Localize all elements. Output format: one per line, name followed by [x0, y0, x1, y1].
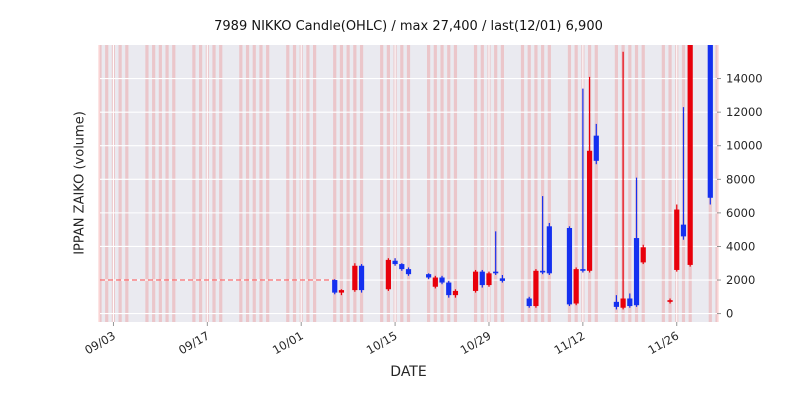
candle — [358, 264, 365, 293]
candle — [479, 269, 485, 288]
candle — [687, 45, 693, 267]
x-axis-label: DATE — [390, 364, 427, 380]
candle — [385, 258, 391, 291]
x-tick-label: 10/15 — [364, 328, 400, 357]
candle — [338, 289, 345, 296]
candle — [620, 51, 626, 310]
y-tick-labels: 0 2000 4000 6000 8000 10000 12000 14000 — [726, 72, 763, 321]
y-tick-label: 10000 — [726, 139, 763, 153]
y-tick-label: 6000 — [726, 206, 755, 220]
candle — [486, 271, 492, 287]
candle — [707, 45, 713, 205]
y-tick-label: 2000 — [726, 273, 755, 287]
candle — [432, 275, 438, 289]
x-tick-label: 09/17 — [176, 328, 212, 357]
candle — [399, 263, 405, 271]
x-tick-label: 11/26 — [646, 328, 682, 357]
candle — [452, 289, 459, 298]
x-tick-labels: 09/03 09/17 10/01 10/15 10/29 11/12 11/26 — [82, 328, 681, 357]
candle — [446, 280, 452, 298]
candle — [533, 269, 539, 308]
candle — [439, 275, 445, 285]
candle — [392, 258, 398, 266]
x-tick-label: 10/01 — [270, 328, 306, 357]
candle — [493, 231, 499, 275]
y-tick-label: 4000 — [726, 239, 755, 253]
candle — [640, 244, 646, 265]
candle — [526, 296, 532, 308]
candle — [586, 76, 593, 273]
candle — [352, 263, 358, 292]
day-bands — [98, 45, 719, 322]
candle — [405, 267, 412, 276]
candle — [566, 226, 573, 307]
x-tick-label: 11/12 — [552, 328, 588, 357]
candle — [667, 298, 673, 304]
candle — [633, 177, 640, 307]
candle — [540, 196, 546, 275]
candle — [499, 274, 505, 283]
candle — [573, 267, 579, 306]
gridlines — [100, 45, 717, 322]
candles-group — [332, 45, 713, 310]
candle — [674, 204, 680, 272]
y-tick-label: 0 — [726, 307, 733, 321]
candle — [332, 279, 338, 295]
axis-ticks — [112, 78, 721, 326]
candle — [472, 269, 479, 293]
candle — [593, 123, 599, 165]
candle — [580, 88, 586, 273]
y-tick-label: 12000 — [726, 105, 763, 119]
candle — [680, 107, 687, 240]
candle — [426, 273, 432, 280]
x-tick-label: 09/03 — [82, 328, 118, 357]
y-tick-label: 8000 — [726, 172, 755, 186]
candle — [627, 293, 633, 308]
x-tick-label: 10/29 — [458, 328, 494, 357]
candle — [546, 222, 552, 275]
chart-title: 7989 NIKKO Candle(OHLC) / max 27,400 / l… — [214, 19, 603, 34]
candle — [613, 295, 620, 310]
y-tick-label: 14000 — [726, 72, 763, 86]
